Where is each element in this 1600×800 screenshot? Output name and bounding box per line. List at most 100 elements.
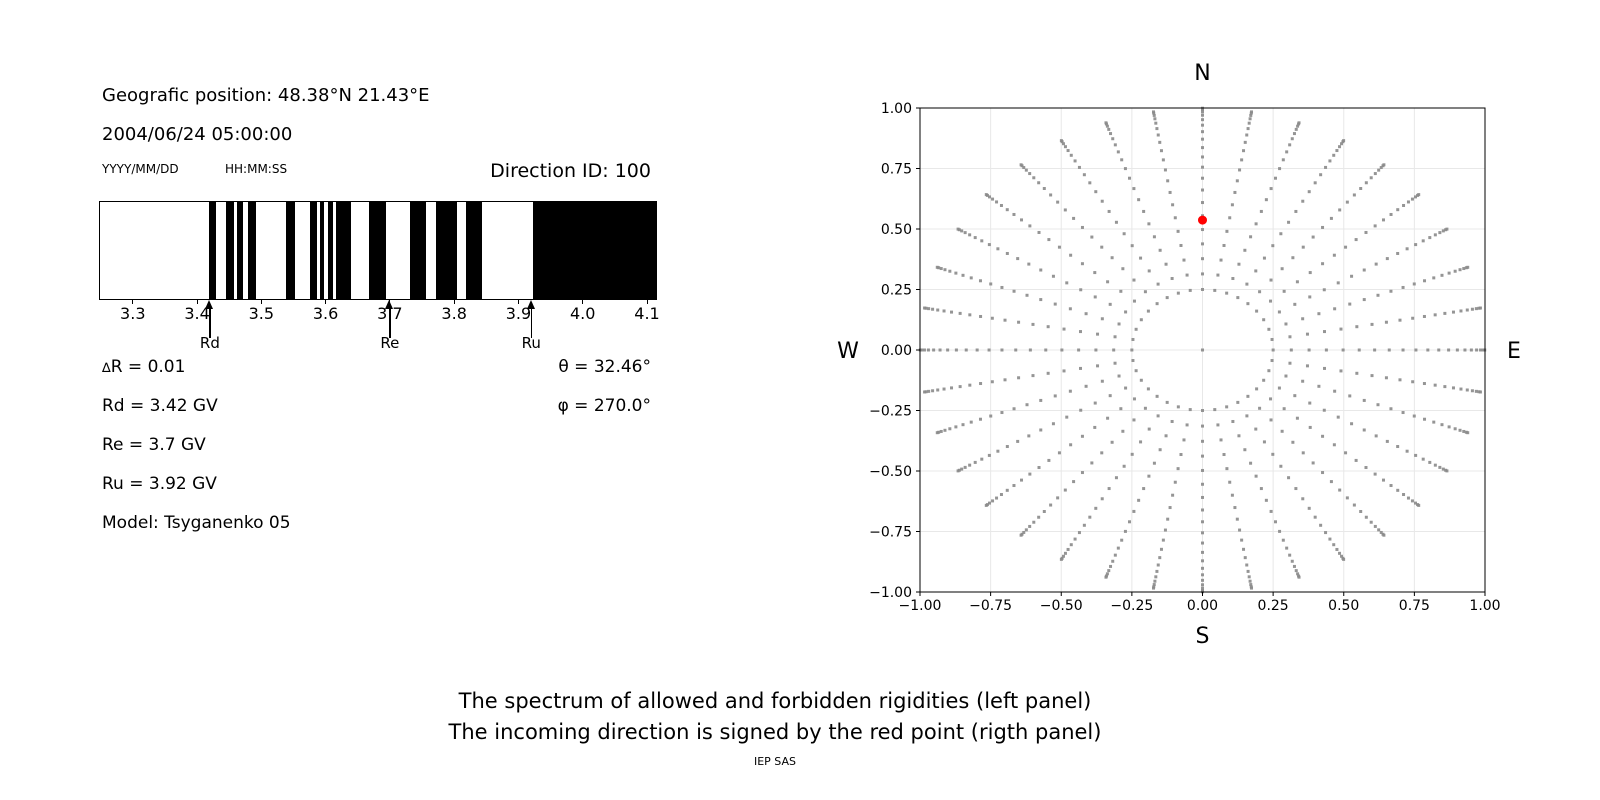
cutoff-arrow-head [205, 300, 214, 309]
direction-dot [1027, 262, 1031, 266]
direction-dot [1374, 262, 1378, 266]
direction-dot [1445, 469, 1449, 473]
direction-dot [1373, 348, 1377, 352]
spectrum-axis-tick-label: 4.0 [569, 304, 596, 323]
cutoff-arrow-label: Ru [521, 334, 541, 352]
x-axis-tick-label: −0.75 [969, 598, 1012, 614]
direction-dot [1443, 311, 1447, 315]
direction-dot [1201, 118, 1204, 122]
direction-dot [931, 389, 935, 393]
direction-dot [939, 267, 943, 271]
direction-dot [1100, 379, 1104, 383]
direction-dot [1073, 159, 1077, 163]
caption: The spectrum of allowed and forbidden ri… [175, 686, 1375, 768]
direction-dot [1344, 451, 1348, 455]
direction-dot [1153, 117, 1157, 121]
direction-dot [1381, 478, 1385, 482]
direction-dot [1389, 289, 1393, 293]
direction-dot [1332, 543, 1336, 547]
direction-dot [989, 282, 993, 286]
direction-dot [1109, 564, 1113, 568]
direction-dot [1152, 583, 1156, 587]
direction-dot [1079, 366, 1082, 370]
direction-dot [1438, 231, 1442, 235]
direction-dot [1267, 327, 1271, 331]
direction-dot [1243, 556, 1247, 560]
direction-dot [1185, 423, 1189, 427]
direction-dot [1421, 457, 1425, 461]
direction-dot [988, 195, 991, 199]
direction-dot [1131, 359, 1135, 363]
direction-dot [1037, 230, 1041, 234]
direction-dot [1290, 137, 1294, 141]
direction-dot [1294, 487, 1298, 491]
direction-dot [1296, 572, 1300, 576]
direction-dot [1152, 113, 1156, 117]
direction-dot [956, 227, 960, 231]
direction-dot [1373, 472, 1377, 476]
time-format-label: HH:MM:SS [225, 162, 288, 176]
direction-dot [963, 231, 967, 235]
direction-dot [1130, 452, 1134, 456]
direction-dot [1201, 586, 1204, 590]
direction-dot [1176, 405, 1180, 409]
direction-dot [1146, 309, 1150, 313]
direction-dot [1321, 434, 1325, 438]
direction-dot [1332, 253, 1336, 257]
direction-dot [1344, 245, 1348, 249]
direction-dot [1080, 262, 1084, 266]
direction-dot [1293, 302, 1297, 306]
direction-dot [1463, 348, 1467, 352]
x-axis-tick-label: −0.50 [1040, 598, 1083, 614]
direction-dot [990, 380, 994, 384]
direction-dot [1362, 298, 1366, 302]
direction-dot [1044, 348, 1048, 352]
direction-dot [1385, 439, 1389, 443]
direction-dot [1329, 216, 1333, 220]
direction-dot [1250, 586, 1254, 590]
direction-dot [1161, 538, 1165, 542]
direction-dot [923, 306, 927, 310]
direction-dot [1059, 557, 1063, 561]
direction-dot [1308, 425, 1312, 429]
cutoff-arrow-shaft [389, 308, 391, 338]
direction-dot [1116, 546, 1120, 550]
direction-dot [1201, 468, 1204, 472]
datetime-label: 2004/06/24 05:00:00 [102, 124, 293, 145]
direction-dot [1478, 306, 1482, 310]
direction-dot [1285, 150, 1289, 154]
direction-dot [1414, 348, 1418, 352]
direction-dot [1225, 291, 1229, 295]
direction-dot [1387, 348, 1391, 352]
direction-dot [1451, 386, 1455, 390]
direction-dot [1447, 348, 1451, 352]
direction-dot [1296, 124, 1300, 128]
direction-dot [1104, 121, 1108, 125]
direction-dot [1147, 269, 1151, 273]
direction-dot [1319, 173, 1323, 177]
direction-plot-ticks [916, 107, 1486, 596]
direction-dot [1156, 282, 1160, 286]
direction-dot [1108, 302, 1112, 306]
direction-dot [1246, 302, 1250, 306]
direction-dot [1262, 256, 1266, 260]
direction-dot [1342, 139, 1346, 143]
direction-dot [1107, 127, 1111, 131]
direction-dot [1301, 379, 1305, 383]
direction-dot [1243, 140, 1247, 144]
direction-dot [1201, 531, 1204, 535]
geographic-position-label: Geografic position: 48.38°N 21.43°E [102, 85, 430, 106]
direction-dot [1047, 238, 1051, 242]
direction-dot [1269, 509, 1273, 513]
direction-dot [1350, 274, 1354, 278]
direction-dot [1414, 501, 1417, 505]
direction-dot [1405, 449, 1409, 453]
direction-dot [1073, 537, 1077, 541]
direction-dot [1216, 273, 1220, 277]
direction-dot [969, 276, 973, 280]
direction-dot [1216, 423, 1220, 427]
direction-dot [1433, 233, 1437, 237]
direction-dot [1339, 327, 1343, 331]
direction-dot [975, 348, 979, 352]
direction-dot [1225, 229, 1229, 233]
